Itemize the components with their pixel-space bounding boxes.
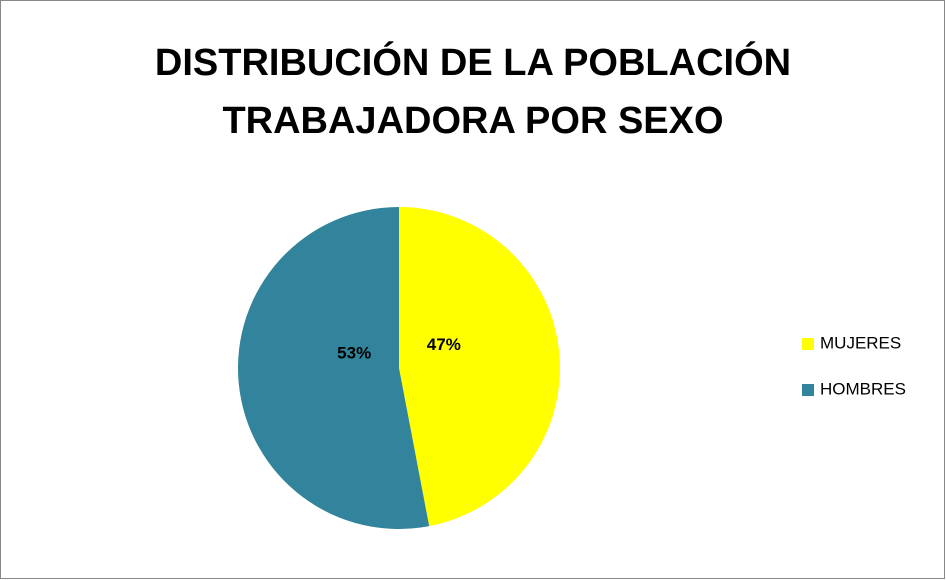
data-label: 53%: [337, 344, 371, 363]
legend-label: MUJERES: [820, 333, 901, 352]
pie-slice: [238, 207, 430, 529]
legend-swatch: [802, 384, 814, 396]
data-label: 47%: [427, 335, 461, 354]
pie-slice: [399, 207, 560, 527]
chart-title: DISTRIBUCIÓN DE LA POBLACIÓN TRABAJADORA…: [154, 42, 792, 142]
legend-label: HOMBRES: [820, 379, 906, 398]
legend-swatch: [802, 338, 814, 350]
